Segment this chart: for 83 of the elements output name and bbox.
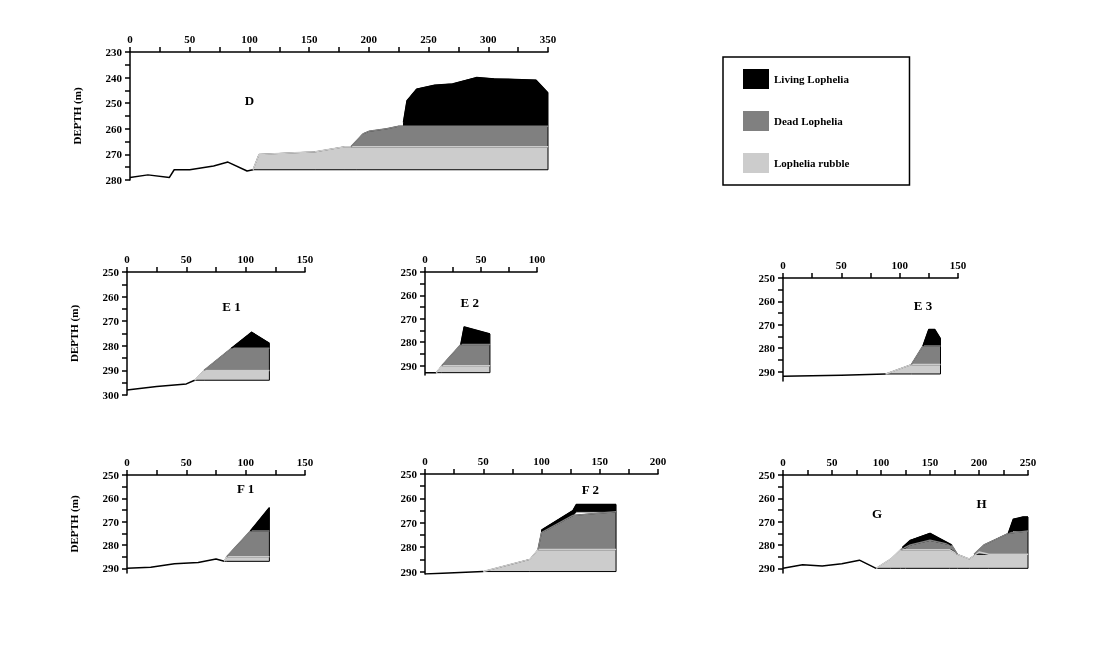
annotation: G: [872, 505, 883, 521]
x-tick-label: 100: [533, 454, 551, 467]
annotation: F 1: [237, 481, 255, 497]
y-tick-label: 280: [102, 539, 120, 551]
y-tick-label: 280: [400, 336, 418, 349]
y-tick-label: 270: [400, 516, 418, 529]
x-tick-label: 150: [300, 32, 318, 45]
x-tick-label: 250: [420, 32, 438, 45]
y-tick-label: 250: [102, 469, 120, 481]
y-tick-label: 280: [758, 342, 776, 355]
x-tick-label: 0: [127, 32, 134, 45]
x-tick-label: 0: [780, 258, 787, 271]
y-tick-label: 270: [105, 148, 123, 161]
x-tick-label: 0: [780, 455, 787, 468]
y-tick-label: 280: [758, 539, 776, 551]
x-tick-label: 100: [528, 252, 546, 265]
x-tick-label: 0: [422, 454, 429, 467]
x-tick-label: 0: [124, 252, 131, 265]
y-tick-label: 280: [105, 174, 123, 186]
y-tick-label: 250: [400, 468, 418, 480]
x-tick-label: 150: [921, 455, 939, 468]
y-tick-label: 290: [400, 565, 418, 578]
y-tick-label: 260: [400, 492, 418, 505]
y-tick-label: 240: [105, 71, 123, 84]
y-tick-label: 260: [758, 295, 776, 308]
x-tick-label: 150: [949, 258, 967, 271]
x-tick-label: 350: [539, 32, 557, 45]
x-tick-label: 50: [180, 455, 193, 468]
x-tick-label: 0: [124, 455, 131, 468]
x-tick-label: 150: [296, 252, 314, 265]
y-tick-label: 260: [400, 289, 418, 302]
y-tick-label: 260: [102, 492, 120, 505]
x-tick-label: 100: [241, 32, 259, 45]
y-axis-title: DEPTH (m): [70, 87, 84, 145]
x-tick-label: 150: [296, 455, 314, 468]
annotation: D: [244, 93, 255, 109]
legend-label: Dead Lophelia: [774, 115, 844, 127]
y-tick-label: 230: [105, 46, 123, 58]
y-tick-label: 280: [400, 541, 418, 554]
y-tick-label: 270: [102, 515, 120, 528]
y-axis-title: DEPTH (m): [67, 495, 81, 553]
annotation: H: [976, 495, 987, 511]
y-tick-label: 270: [102, 315, 120, 328]
x-tick-label: 200: [649, 454, 667, 467]
x-tick-label: 250: [1019, 455, 1037, 468]
y-tick-label: 290: [400, 359, 418, 372]
x-tick-label: 50: [477, 454, 490, 467]
legend-label: Living Lophelia: [774, 73, 850, 85]
x-tick-label: 50: [826, 455, 838, 468]
y-tick-label: 260: [758, 492, 776, 505]
y-axis-title: DEPTH (m): [67, 304, 81, 363]
y-tick-label: 290: [758, 562, 776, 575]
y-tick-label: 260: [105, 122, 123, 135]
y-tick-label: 290: [758, 365, 776, 378]
x-tick-label: 0: [422, 252, 429, 265]
x-tick-label: 100: [872, 455, 890, 468]
y-tick-label: 250: [758, 469, 776, 481]
legend-label: Lophelia rubble: [774, 157, 850, 169]
annotation: E 3: [913, 298, 933, 314]
y-tick-label: 290: [102, 364, 120, 377]
y-tick-label: 270: [758, 515, 776, 528]
annotation: F 2: [581, 481, 600, 497]
y-tick-label: 300: [102, 389, 120, 401]
x-tick-label: 300: [480, 32, 498, 45]
x-tick-label: 100: [891, 258, 909, 271]
x-tick-label: 50: [835, 258, 848, 271]
x-tick-label: 150: [591, 454, 609, 467]
x-tick-label: 50: [184, 32, 196, 45]
x-tick-label: 200: [360, 32, 378, 45]
annotation: E 2: [460, 295, 480, 311]
y-tick-label: 270: [400, 312, 418, 325]
x-tick-label: 50: [475, 252, 487, 265]
y-tick-label: 260: [102, 290, 120, 303]
x-tick-label: 200: [970, 455, 988, 468]
y-tick-label: 270: [758, 318, 776, 331]
y-tick-label: 250: [105, 97, 123, 110]
y-tick-label: 250: [758, 272, 776, 284]
x-tick-label: 100: [237, 455, 255, 468]
y-tick-label: 280: [102, 339, 120, 352]
x-tick-label: 50: [180, 252, 193, 265]
annotation: E 1: [222, 298, 241, 314]
x-tick-label: 100: [237, 252, 255, 265]
y-tick-label: 290: [102, 562, 120, 575]
